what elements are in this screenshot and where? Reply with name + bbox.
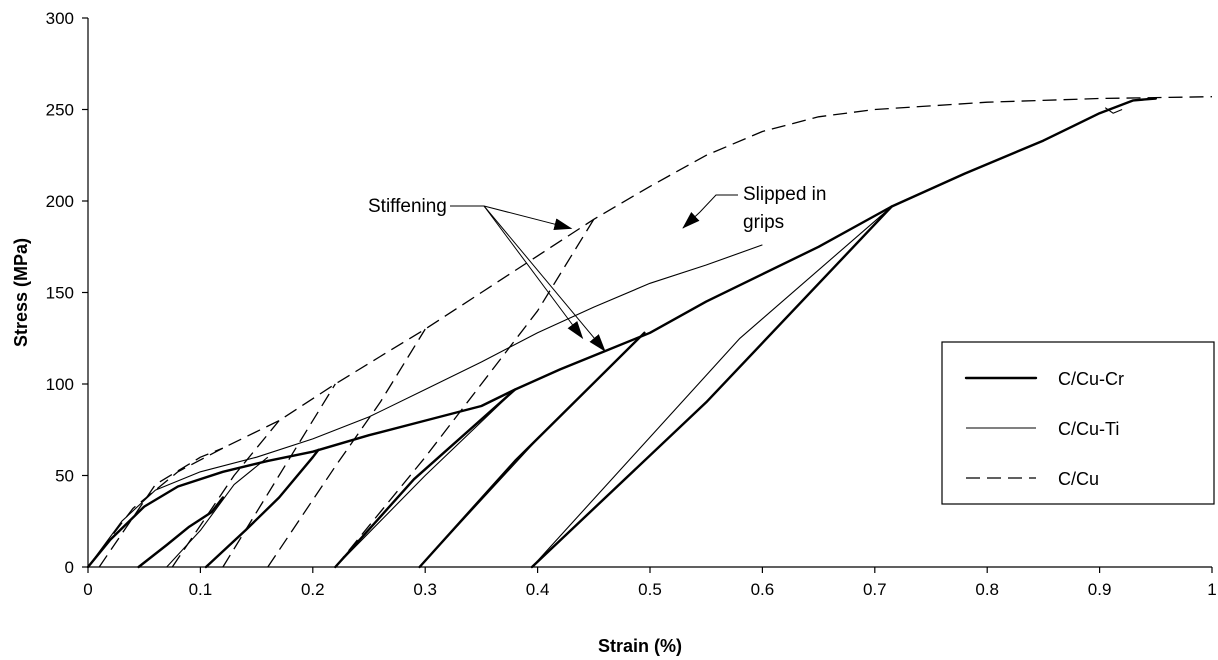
x-tick-label: 1 — [1207, 580, 1216, 599]
series-c-cu-curve-5 — [334, 218, 595, 568]
series-c-cu-curve-2 — [171, 420, 280, 568]
x-tick-label: 0.5 — [638, 580, 662, 599]
x-tick-label: 0.8 — [975, 580, 999, 599]
y-tick-label: 100 — [46, 375, 74, 394]
annotation-stiffening-arrow — [483, 205, 584, 340]
annotation-stiffening-arrow — [483, 205, 573, 231]
x-axis-title: Strain (%) — [598, 636, 682, 656]
y-tick-label: 150 — [46, 284, 74, 303]
x-tick-label: 0 — [83, 580, 92, 599]
y-tick-label: 50 — [55, 467, 74, 486]
series-c-cu-ti-curve-0 — [87, 244, 763, 568]
y-tick-label: 300 — [46, 9, 74, 28]
series-layer — [86, 96, 1213, 569]
series-c-cu-cr-curve-1 — [137, 496, 225, 569]
x-tick-label: 0.1 — [189, 580, 213, 599]
series-c-cu-curve-1 — [98, 447, 224, 568]
series-c-cu-curve-3 — [222, 383, 336, 568]
y-tick-label: 0 — [65, 558, 74, 577]
x-tick-label: 0.9 — [1088, 580, 1112, 599]
series-c-cu-ti-curve-4 — [166, 456, 269, 568]
annotation-slipped-label: grips — [743, 212, 784, 233]
x-tick-label: 0.4 — [526, 580, 550, 599]
series-c-cu-cr-curve-2 — [204, 448, 320, 569]
legend-box — [941, 341, 1215, 505]
legend-label-c-cu: C/Cu — [1058, 469, 1099, 489]
annotation-stiffening-arrow — [483, 205, 606, 352]
x-tick-label: 0.7 — [863, 580, 887, 599]
legend: C/Cu-Cr C/Cu-Ti C/Cu — [941, 341, 1215, 505]
y-tick-label: 200 — [46, 192, 74, 211]
annotations-layer: Stiffening Slipped in grips — [368, 184, 826, 352]
series-c-cu-ti-curve-5 — [1104, 107, 1123, 114]
annotation-stiffening-label: Stiffening — [368, 196, 447, 217]
annotation-slipped-label: Slipped in — [743, 184, 826, 205]
series-c-cu-cr-curve-5 — [530, 205, 893, 569]
legend-label-c-cu-ti: C/Cu-Ti — [1058, 419, 1119, 439]
y-axis-title: Stress (MPa) — [11, 238, 31, 347]
x-tick-label: 0.2 — [301, 580, 325, 599]
series-c-cu-curve-0 — [87, 96, 1213, 568]
series-c-cu-cr-curve-0 — [86, 97, 1157, 569]
series-c-cu-ti-curve-1 — [334, 389, 516, 568]
series-c-cu-curve-4 — [267, 328, 426, 568]
series-c-cu-cr-curve-4 — [418, 331, 646, 569]
legend-label-c-cu-cr: C/Cu-Cr — [1058, 369, 1124, 389]
x-tick-label: 0.6 — [751, 580, 775, 599]
series-c-cu-ti-curve-3 — [531, 206, 893, 568]
x-tick-label: 0.3 — [413, 580, 437, 599]
annotation-slipped-arrow — [682, 194, 738, 229]
axes-layer: 0 0.1 0.2 0.3 0.4 0.5 0.6 0.7 0.8 0.9 1 0 50 100 150 20… — [11, 9, 1217, 656]
y-tick-label: 250 — [46, 101, 74, 120]
series-c-cu-cr-curve-3 — [334, 388, 517, 569]
series-c-cu-ti-curve-2 — [419, 332, 645, 568]
